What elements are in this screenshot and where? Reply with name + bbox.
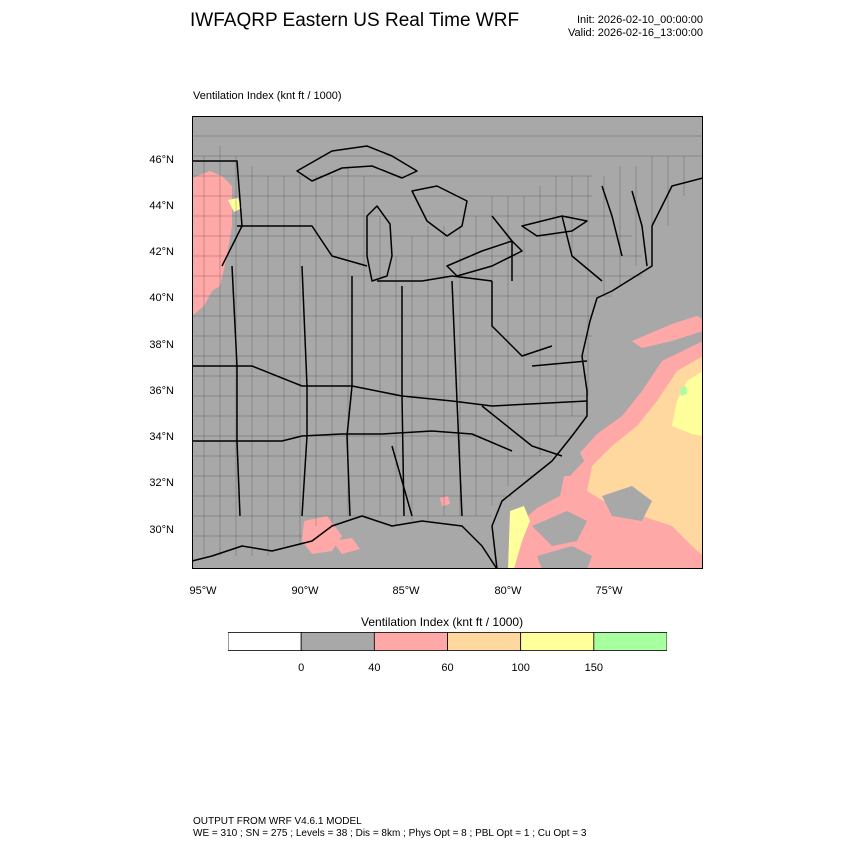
footer-model-line: OUTPUT FROM WRF V4.6.1 MODEL [193,816,362,827]
latitude-tick-label: 40°N [149,292,174,304]
colorbar-swatch [520,632,595,651]
map-panel [192,116,703,569]
colorbar-boundary-label: 100 [511,662,530,674]
ventilation-shading [192,171,703,569]
variable-label: Ventilation Index (knt ft / 1000) [193,90,342,102]
latitude-tick-label: 42°N [149,246,174,258]
latitude-tick-label: 44°N [149,200,174,212]
longitude-tick-label: 80°W [494,585,522,597]
colorbar-swatch [447,632,522,651]
longitude-tick-label: 90°W [291,585,319,597]
valid-time: Valid: 2026-02-16_13:00:00 [568,27,703,39]
longitude-tick-label: 95°W [189,585,217,597]
colorbar-swatch [373,632,448,651]
colorbar-boundary-label: 40 [368,662,381,674]
colorbar-boundary-label: 60 [441,662,454,674]
latitude-tick-label: 36°N [149,385,174,397]
latitude-tick-label: 32°N [149,477,174,489]
latitude-tick-label: 46°N [149,154,174,166]
colorbar-swatch [300,632,375,651]
footer-config-line: WE = 310 ; SN = 275 ; Levels = 38 ; Dis … [193,828,587,839]
init-time: Init: 2026-02-10_00:00:00 [577,14,703,26]
colorbar [228,632,667,651]
longitude-tick-label: 75°W [595,585,623,597]
latitude-tick-label: 30°N [149,524,174,536]
map-frame [192,116,703,569]
colorbar-swatch [593,632,667,651]
colorbar-swatch [228,632,302,651]
colorbar-boundary-label: 0 [298,662,305,674]
longitude-tick-label: 85°W [392,585,420,597]
colorbar-boundary-label: 150 [584,662,603,674]
county-boundaries [192,135,703,556]
colorbar-title: Ventilation Index (knt ft / 1000) [361,615,524,629]
plot-title: IWFAQRP Eastern US Real Time WRF [190,10,520,31]
latitude-tick-label: 38°N [149,339,174,351]
latitude-tick-label: 34°N [149,431,174,443]
